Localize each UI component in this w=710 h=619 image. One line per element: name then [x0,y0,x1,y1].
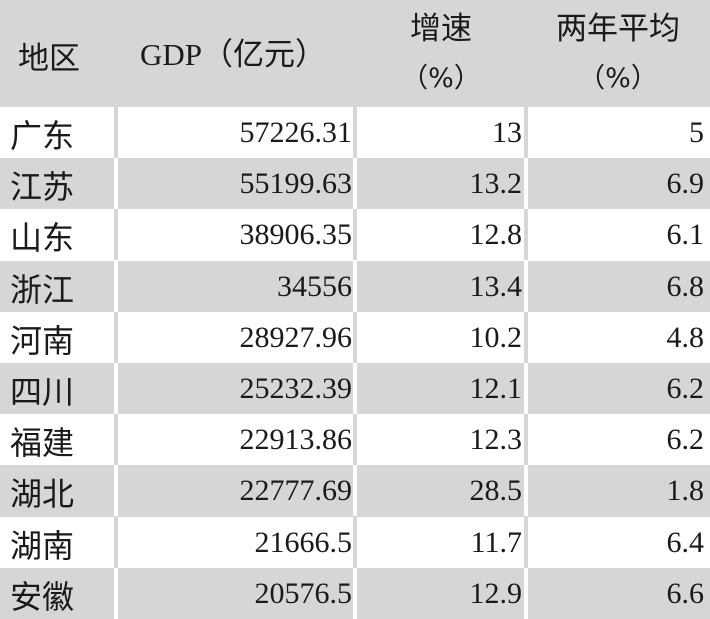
column-divider [524,567,528,619]
column-divider [353,414,357,466]
column-divider [524,516,528,568]
cell-growth: 13.4 [469,269,523,303]
column-divider [524,158,528,210]
table-body: 广东 57226.31 13 5 江苏 55199.63 13.2 6.9 山东… [0,107,710,619]
column-divider [114,209,118,261]
cell-growth: 12.8 [469,218,523,252]
column-divider [524,311,528,363]
cell-region: 湖北 [10,476,75,513]
column-divider [353,362,357,414]
cell-gdp: 20576.5 [254,576,353,610]
table-row: 四川 25232.39 12.1 6.2 [0,362,710,415]
cell-region: 江苏 [10,169,75,206]
table-row: 山东 38906.35 12.8 6.1 [0,209,710,261]
cell-gdp: 21666.5 [254,525,353,559]
cell-avg: 6.8 [666,269,705,303]
cell-region: 浙江 [10,271,75,308]
column-divider [114,516,118,568]
cell-avg: 4.8 [666,320,705,354]
header-two-year-average: 两年平均 （%） [538,10,698,98]
table-row: 福建 22913.86 12.3 6.2 [0,414,710,466]
table-row: 安徽 20576.5 12.9 6.6 [0,567,710,619]
table-row: 浙江 34556 13.4 6.8 [0,260,710,312]
cell-gdp: 22777.69 [239,474,353,508]
column-divider [353,158,357,210]
cell-avg: 6.6 [666,576,705,610]
cell-growth: 13 [492,116,522,149]
cell-gdp: 34556 [277,269,352,303]
column-divider [114,567,118,619]
column-divider [114,158,118,210]
column-divider [114,414,118,466]
cell-region: 河南 [10,322,75,359]
cell-region: 山东 [10,220,75,257]
cell-growth: 10.2 [469,320,523,354]
column-divider [353,209,357,261]
cell-avg: 5 [689,116,704,149]
cell-growth: 12.9 [469,576,523,610]
cell-avg: 6.4 [666,525,705,559]
cell-gdp: 28927.96 [239,320,353,354]
column-divider [353,516,357,568]
column-divider [114,311,118,363]
cell-growth: 11.7 [470,525,522,559]
cell-region: 四川 [10,373,75,410]
cell-avg: 1.8 [666,474,705,508]
cell-avg: 6.9 [666,167,705,201]
column-divider [114,260,118,312]
table-row: 广东 57226.31 13 5 [0,107,710,159]
table-header: 地区 GDP（亿元） 增速 （%） 两年平均 （%） [0,0,710,107]
column-divider [524,107,528,158]
cell-gdp: 38906.35 [239,218,353,252]
table-row: 湖北 22777.69 28.5 1.8 [0,465,710,517]
cell-region: 安徽 [10,578,75,615]
column-divider [524,209,528,261]
header-avg-label: 两年平均 [556,11,680,46]
column-divider [524,260,528,312]
column-divider [353,567,357,619]
cell-gdp: 22913.86 [239,423,353,457]
column-divider [524,414,528,466]
column-divider [353,465,357,517]
header-gdp: GDP（亿元） [140,37,327,72]
cell-avg: 6.1 [666,218,705,252]
cell-gdp: 57226.31 [239,116,353,149]
table-row: 河南 28927.96 10.2 4.8 [0,311,710,363]
table-row: 江苏 55199.63 13.2 6.9 [0,158,710,210]
cell-growth: 12.1 [469,371,523,405]
column-divider [353,107,357,158]
column-divider [114,362,118,414]
column-divider [524,362,528,414]
cell-avg: 6.2 [666,371,705,405]
cell-growth: 13.2 [469,167,523,201]
cell-avg: 6.2 [666,423,705,457]
column-divider [114,107,118,158]
cell-growth: 12.3 [469,423,523,457]
cell-gdp: 25232.39 [239,371,353,405]
header-region: 地区 [18,41,80,76]
cell-region: 福建 [10,425,75,462]
cell-gdp: 55199.63 [239,167,353,201]
header-avg-unit: （%） [578,63,658,94]
cell-region: 湖南 [10,527,75,564]
column-divider [353,260,357,312]
table-row: 湖南 21666.5 11.7 6.4 [0,516,710,568]
header-growth-unit: （%） [401,63,481,94]
header-growth-label: 增速 [410,11,472,46]
cell-growth: 28.5 [469,474,523,508]
header-growth: 增速 （%） [386,10,496,98]
column-divider [114,465,118,517]
cell-region: 广东 [10,118,75,154]
column-divider [353,311,357,363]
column-divider [524,465,528,517]
